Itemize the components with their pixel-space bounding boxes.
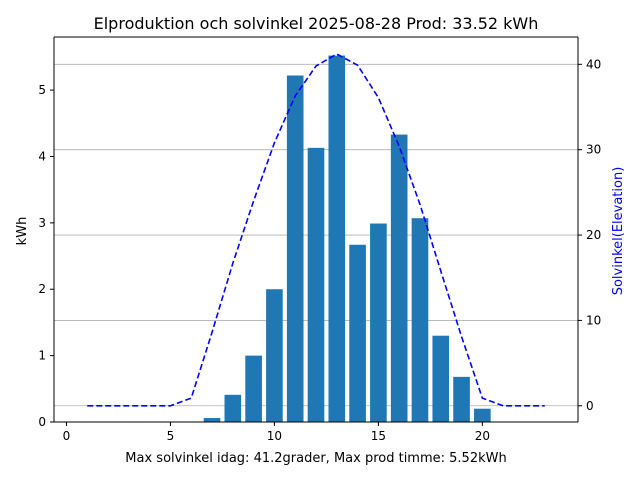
y-tick-label-left: 0: [38, 415, 46, 429]
chart-title: Elproduktion och solvinkel 2025-08-28 Pr…: [94, 14, 539, 33]
y-tick-label-left: 2: [38, 282, 46, 296]
bar: [328, 55, 346, 422]
bar: [266, 289, 283, 422]
y-axis-label-left: kWh: [15, 217, 30, 246]
bar: [390, 134, 408, 423]
bar: [370, 223, 387, 422]
bar: [349, 244, 366, 422]
x-tick-label: 10: [267, 429, 282, 443]
x-tick-label: 0: [63, 429, 71, 443]
bar: [307, 147, 325, 422]
bar: [245, 355, 262, 422]
x-tick-label: 20: [475, 429, 490, 443]
y-tick-label-left: 4: [38, 149, 46, 163]
y-tick-label-left: 1: [38, 349, 46, 363]
bar-series: [203, 55, 491, 423]
axes: [53, 36, 579, 423]
y-tick-label-left: 5: [38, 83, 46, 97]
y-axis-label-right: Solvinkel(Elevation): [611, 167, 626, 296]
bar: [203, 418, 221, 422]
elevation-series: [87, 53, 545, 407]
y-tick-label-right: 10: [586, 313, 601, 327]
ticks: 0 5 10 15 20 0 1 2 3 4 5 0 10 20 30 40: [38, 57, 601, 443]
bar: [453, 376, 470, 422]
x-axis-label: Max solvinkel idag: 41.2grader, Max prod…: [125, 451, 506, 466]
bar: [411, 218, 429, 422]
x-tick-label: 5: [167, 429, 175, 443]
y-tick-label-right: 0: [586, 399, 594, 413]
bar: [474, 408, 491, 422]
bar: [432, 335, 450, 422]
y-tick-label-right: 30: [586, 143, 601, 157]
bar: [224, 394, 242, 422]
x-tick-label: 15: [371, 429, 386, 443]
y-tick-label-right: 40: [586, 57, 601, 71]
bar: [286, 75, 304, 422]
y-tick-label-right: 20: [586, 228, 601, 242]
y-tick-label-left: 3: [38, 216, 46, 230]
elevation-line: [87, 53, 545, 407]
